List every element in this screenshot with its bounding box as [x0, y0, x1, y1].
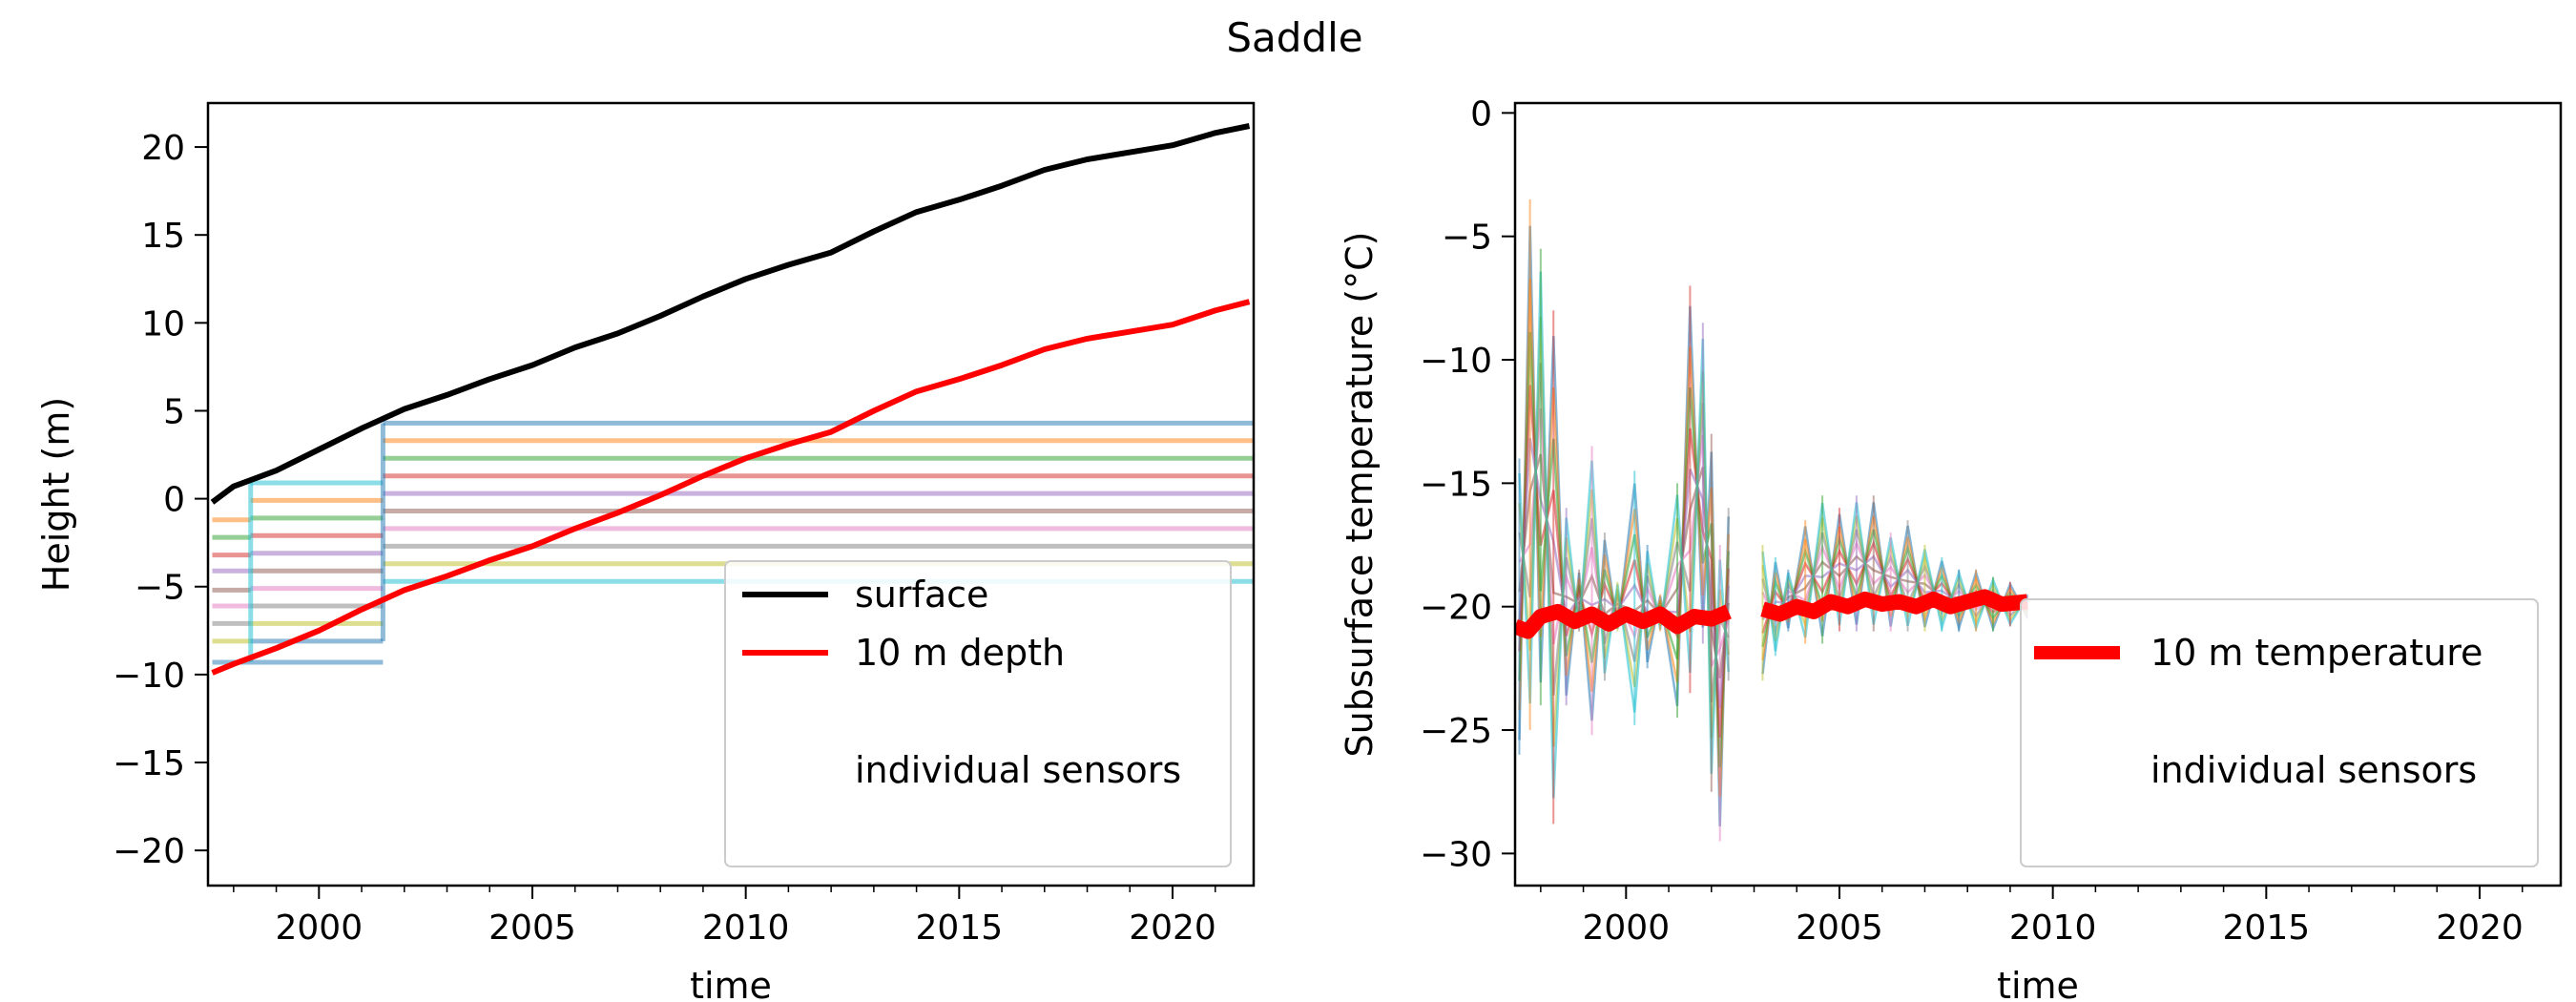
series-line-10-m-depth	[211, 299, 1251, 676]
y-tick-label: −5	[135, 569, 185, 608]
y-tick-label: −5	[1442, 219, 1492, 258]
y-axis-ticks: 0 −5 −10 −15 −20 −25 −30	[1420, 94, 1515, 874]
sensor-line	[1518, 271, 1730, 799]
y-tick-label: −15	[113, 744, 185, 783]
y-tick-label: −10	[1420, 342, 1492, 381]
figure-title: Saddle	[1226, 14, 1362, 61]
x-tick-label: 2000	[275, 908, 363, 948]
sensor-line	[1518, 279, 1730, 797]
y-tick-label: −20	[1420, 589, 1492, 628]
height-panel: 2000 2005 2010 2015 2020 −20 −15 −10 −5 0 5 10 15 20…	[35, 101, 1256, 1002]
temperature-panel: 2000 2005 2010 2015 2020 0−5−10−15−20−25−30 …	[1339, 94, 2563, 1002]
sensor-line	[1518, 225, 1730, 826]
legend-label-surface: surface	[855, 574, 988, 616]
legend-label-10m-depth: 10 m depth	[855, 632, 1065, 674]
x-axis-ticks: 2000 2005 2010 2015 2020	[233, 886, 1216, 948]
legend: surface 10 m depth individual sensors	[724, 560, 1232, 867]
sensor-lines	[1518, 198, 2028, 842]
y-tick-label: 0	[1470, 94, 1492, 134]
sensor-line	[1761, 502, 2028, 652]
y-tick-label: −30	[1420, 835, 1492, 874]
series-lines	[210, 123, 1251, 676]
legend: 10 m temperature individual sensors	[2020, 598, 2539, 867]
x-axis-label: time	[1997, 965, 2079, 1002]
x-tick-label: 2015	[916, 908, 1004, 948]
x-tick-label: 2000	[1582, 908, 1670, 948]
y-axis-label: Height (m)	[35, 397, 77, 592]
x-tick-label: 2015	[2223, 908, 2311, 948]
legend-label-10m-temperature: 10 m temperature	[2150, 632, 2483, 674]
y-tick-label: 20	[141, 129, 185, 168]
y-tick-label: −15	[1420, 465, 1492, 504]
legend-box	[2020, 598, 2539, 867]
series-lines	[1515, 589, 2028, 639]
y-tick-label: −25	[1420, 712, 1492, 751]
x-axis-label: time	[690, 965, 772, 1002]
x-tick-label: 2020	[1129, 908, 1216, 948]
y-axis-ticks: −20 −15 −10 −5 0 5 10 15 20	[113, 129, 208, 871]
y-tick-label: 15	[141, 217, 185, 256]
y-tick-label: 0	[163, 481, 185, 520]
series-line-10-m-temperature	[1760, 589, 2028, 622]
series-line-surface	[210, 123, 1251, 505]
plot-frame	[1513, 101, 2563, 887]
y-tick-label: 10	[141, 304, 185, 344]
legend-label-individual-sensors: individual sensors	[855, 749, 1181, 791]
x-axis-ticks: 2000 2005 2010 2015 2020	[1540, 886, 2524, 948]
sensor-line	[1518, 385, 1730, 738]
x-tick-label: 2010	[702, 908, 790, 948]
y-tick-label: −10	[113, 657, 185, 696]
legend-label-individual-sensors: individual sensors	[2150, 749, 2477, 791]
x-tick-label: 2005	[488, 908, 576, 948]
x-tick-label: 2020	[2436, 908, 2524, 948]
series-line-10-m-temperature	[1515, 603, 1732, 639]
plot-frame	[206, 101, 1256, 887]
x-tick-label: 2010	[2009, 908, 2097, 948]
legend-box	[724, 560, 1232, 867]
y-tick-label: −20	[113, 832, 185, 871]
sensor-line	[1518, 331, 1730, 767]
y-tick-label: 5	[163, 392, 185, 431]
y-axis-label: Subsurface temperature (°C)	[1339, 232, 1381, 758]
x-tick-label: 2005	[1796, 908, 1883, 948]
